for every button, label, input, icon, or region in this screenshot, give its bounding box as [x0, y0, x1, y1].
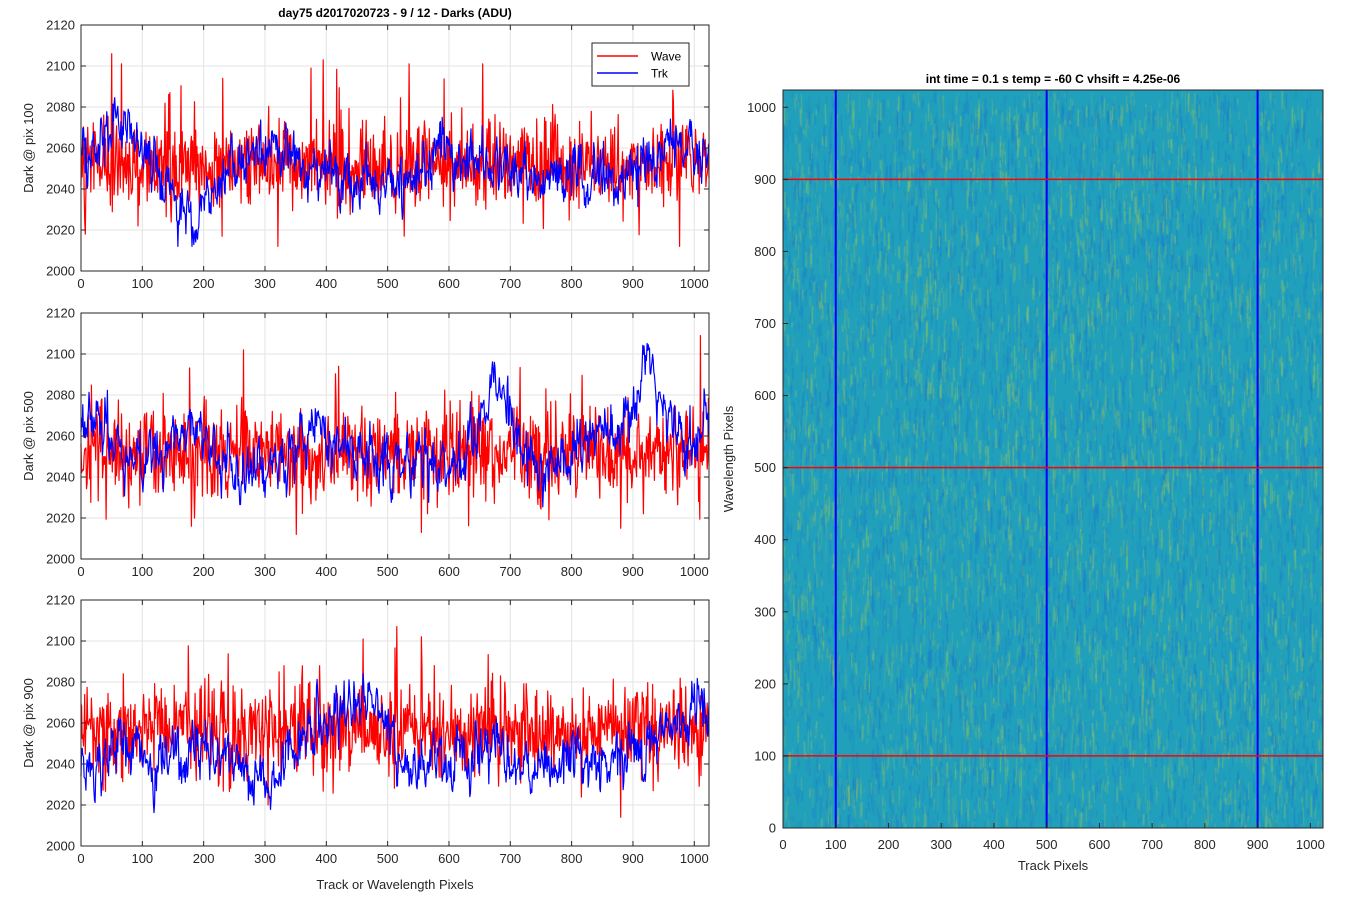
x-tick-label: 600: [1089, 837, 1111, 852]
x-tick-label: 700: [499, 564, 521, 579]
x-tick-label: 1000: [1296, 837, 1325, 852]
x-tick-label: 100: [131, 851, 153, 866]
legend-box: [591, 42, 690, 87]
heatmap-image: [783, 90, 1323, 828]
x-tick-label: 300: [930, 837, 952, 852]
y-tick-label: 700: [754, 316, 776, 331]
x-tick-label: 0: [779, 837, 786, 852]
x-tick-label: 200: [193, 276, 215, 291]
y-tick-label: 900: [754, 172, 776, 187]
y-tick-label: 2060: [46, 429, 75, 444]
x-tick-label: 500: [377, 276, 399, 291]
x-tick-label: 400: [315, 564, 337, 579]
x-tick-label: 1000: [680, 564, 709, 579]
x-tick-label: 200: [193, 851, 215, 866]
y-tick-label: 2080: [46, 675, 75, 690]
line-plot-2: 0 100 200 300 400 500 600 700 800 900 1000 2000 2020…: [21, 306, 710, 579]
y-tick-label: 1000: [747, 100, 776, 115]
x-tick-label: 900: [622, 564, 644, 579]
x-tick-label: 600: [438, 276, 460, 291]
plot-title: int time = 0.1 s temp = -60 C vhsift = 4…: [926, 72, 1181, 86]
y-tick-label: 500: [754, 460, 776, 475]
x-tick-label: 0: [77, 276, 84, 291]
y-tick-label: 2100: [46, 59, 75, 74]
x-tick-label: 700: [499, 851, 521, 866]
y-tick-label: 2000: [46, 552, 75, 567]
x-tick-label: 400: [315, 851, 337, 866]
series-line-trk: [80, 672, 710, 814]
y-tick-label: 2080: [46, 388, 75, 403]
y-tick-label: 2100: [46, 634, 75, 649]
y-tick-label: 2020: [46, 511, 75, 526]
x-tick-label: 700: [499, 276, 521, 291]
y-tick-label: 2060: [46, 716, 75, 731]
x-tick-label: 400: [315, 276, 337, 291]
x-tick-label: 1000: [680, 851, 709, 866]
x-tick-label: 0: [77, 564, 84, 579]
x-tick-label: 800: [1194, 837, 1216, 852]
line-plot-3: 0 100 200 300 400 500 600 700 800 900 1000 2000 2020…: [21, 593, 710, 892]
y-tick-label: 100: [754, 748, 776, 763]
x-tick-label: 0: [77, 851, 84, 866]
legend-label-trk: Trk: [651, 67, 669, 81]
y-tick-label: 2020: [46, 798, 75, 813]
y-tick-label: 2060: [46, 141, 75, 156]
y-tick-label: 200: [754, 676, 776, 691]
line-plot-1: 0 100 200 300 400 500 600 700 800 900 1000 2000 2020…: [21, 6, 710, 291]
x-tick-label: 100: [825, 837, 847, 852]
y-tick-label: 2040: [46, 470, 75, 485]
x-tick-label: 800: [561, 276, 583, 291]
x-axis-label: Track or Wavelength Pixels: [316, 877, 474, 892]
x-tick-label: 900: [622, 276, 644, 291]
x-tick-label: 100: [131, 564, 153, 579]
plot-title: day75 d2017020723 - 9 / 12 - Darks (ADU): [278, 6, 511, 20]
x-tick-label: 300: [254, 851, 276, 866]
x-tick-label: 100: [131, 276, 153, 291]
y-axis-label: Dark @ pix 100: [21, 103, 36, 193]
x-tick-label: 500: [377, 564, 399, 579]
x-tick-label: 900: [1247, 837, 1269, 852]
y-tick-label: 2120: [46, 18, 75, 33]
x-tick-label: 500: [377, 851, 399, 866]
y-tick-label: 2120: [46, 593, 75, 608]
y-tick-label: 2040: [46, 757, 75, 772]
x-tick-label: 300: [254, 276, 276, 291]
x-tick-label: 700: [1141, 837, 1163, 852]
y-tick-label: 2100: [46, 347, 75, 362]
y-tick-label: 2020: [46, 223, 75, 238]
x-tick-label: 200: [193, 564, 215, 579]
legend-label-wave: Wave: [651, 50, 682, 64]
x-tick-label: 600: [438, 851, 460, 866]
x-tick-label: 200: [878, 837, 900, 852]
y-tick-label: 2120: [46, 306, 75, 321]
x-tick-label: 800: [561, 564, 583, 579]
series-line-trk: [80, 342, 710, 508]
x-tick-label: 600: [438, 564, 460, 579]
x-tick-label: 500: [1036, 837, 1058, 852]
y-tick-label: 2040: [46, 182, 75, 197]
x-tick-label: 1000: [680, 276, 709, 291]
y-tick-label: 300: [754, 604, 776, 619]
y-tick-label: 2080: [46, 100, 75, 115]
y-axis-label: Dark @ pix 500: [21, 391, 36, 481]
y-tick-label: 400: [754, 532, 776, 547]
y-tick-label: 600: [754, 388, 776, 403]
y-tick-label: 0: [769, 821, 776, 836]
legend: Wave Trk: [591, 42, 690, 87]
y-axis-label: Dark @ pix 900: [21, 678, 36, 768]
y-tick-label: 800: [754, 244, 776, 259]
x-axis-label: Track Pixels: [1018, 858, 1089, 873]
x-tick-label: 400: [983, 837, 1005, 852]
series-line-wave: [80, 625, 710, 818]
x-tick-label: 900: [622, 851, 644, 866]
y-tick-label: 2000: [46, 264, 75, 279]
series-line-trk: [80, 97, 710, 247]
x-tick-label: 300: [254, 564, 276, 579]
y-axis-label: Wavelength Pixels: [721, 405, 736, 512]
y-tick-label: 2000: [46, 839, 75, 854]
heatmap-plot: 0 100 200 300 400 500 600 700 800 900 1000 0 100 200 3…: [721, 72, 1325, 873]
x-tick-label: 800: [561, 851, 583, 866]
axes-frame: [782, 89, 1324, 829]
